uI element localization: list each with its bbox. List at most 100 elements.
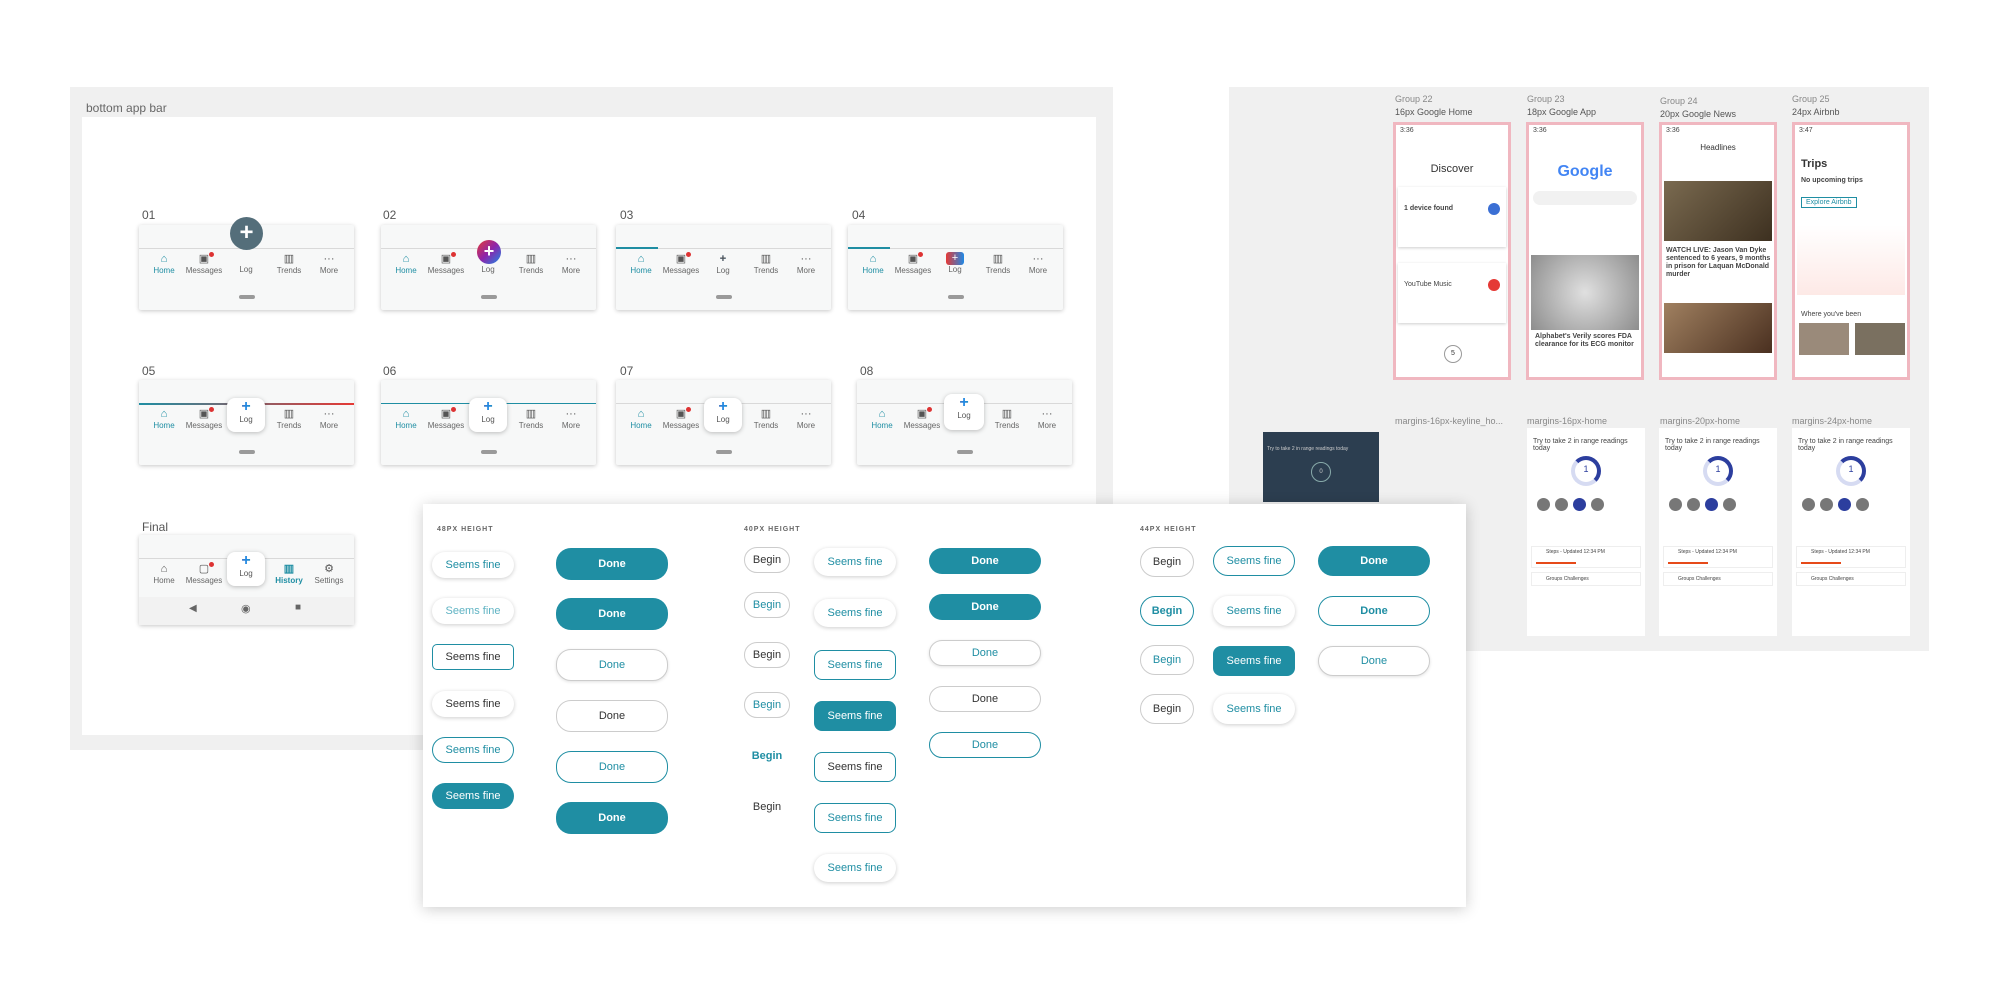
done-button[interactable]: Done [556, 802, 668, 834]
begin-button[interactable]: Begin [1140, 596, 1194, 626]
seems-fine-button[interactable]: Seems fine [432, 598, 514, 624]
nav-more[interactable]: ··· More [1022, 407, 1072, 430]
search-input[interactable] [1533, 191, 1637, 205]
begin-button[interactable]: Begin [744, 547, 790, 573]
nav-messages[interactable]: ▢ Messages [179, 562, 229, 585]
seems-fine-button[interactable]: Seems fine [814, 599, 896, 627]
done-button[interactable]: Done [929, 594, 1041, 620]
seems-fine-button[interactable]: Seems fine [814, 854, 896, 882]
nav-log[interactable]: + Log [930, 252, 980, 274]
nav-home[interactable]: ⌂ Home [381, 407, 431, 430]
nav-home[interactable]: ⌂ Home [381, 252, 431, 275]
seems-fine-button[interactable]: Seems fine [1213, 646, 1295, 676]
seems-fine-button[interactable]: Seems fine [814, 650, 896, 680]
nav-home[interactable]: ⌂ Home [616, 407, 666, 430]
nav-settings[interactable]: ⚙ Settings [304, 562, 354, 585]
nav-more[interactable]: ··· More [781, 252, 831, 275]
nav-more[interactable]: ··· More [304, 252, 354, 275]
begin-button[interactable]: Begin [744, 692, 790, 718]
done-button[interactable]: Done [929, 640, 1041, 666]
done-button[interactable]: Done [556, 598, 668, 630]
nav-home[interactable]: ⌂ Home [139, 252, 189, 275]
begin-button[interactable]: Begin [1140, 694, 1194, 724]
nav-home[interactable]: ⌂ Home [616, 252, 666, 275]
log-button[interactable]: + Log [227, 552, 265, 586]
begin-button[interactable]: Begin [744, 642, 790, 668]
drag-handle[interactable] [480, 450, 497, 454]
drag-handle[interactable] [956, 450, 973, 454]
begin-button[interactable]: Begin [1140, 547, 1194, 577]
seems-fine-button[interactable]: Seems fine [432, 552, 514, 578]
back-icon[interactable]: ◀ [189, 603, 197, 614]
done-button[interactable]: Done [929, 548, 1041, 574]
nav-messages[interactable]: ▣ Messages [421, 252, 471, 275]
nav-messages[interactable]: ▣ Messages [897, 407, 947, 430]
log-button[interactable]: + Log [944, 394, 984, 430]
nav-home[interactable]: ⌂ Home [857, 407, 907, 430]
drag-handle[interactable] [238, 450, 255, 454]
log-button[interactable]: + Log [227, 398, 265, 432]
nav-messages[interactable]: ▣ Messages [179, 407, 229, 430]
seems-fine-button[interactable]: Seems fine [432, 644, 514, 670]
seems-fine-button[interactable]: Seems fine [432, 691, 514, 717]
seems-fine-button[interactable]: Seems fine [814, 752, 896, 782]
recents-icon[interactable]: ■ [295, 602, 302, 613]
nav-log[interactable]: Log [221, 265, 271, 274]
nav-trends[interactable]: ▥ Trends [741, 407, 791, 430]
nav-trends[interactable]: ▥ Trends [264, 407, 314, 430]
explore-airbnb-button[interactable]: Explore Airbnb [1801, 197, 1857, 208]
nav-trends[interactable]: ▥ Trends [506, 252, 556, 275]
log-fab-button[interactable]: + [230, 217, 263, 250]
seems-fine-button[interactable]: Seems fine [1213, 694, 1295, 724]
nav-messages[interactable]: ▣ Messages [888, 252, 938, 275]
begin-button[interactable]: Begin [1140, 645, 1194, 675]
done-button[interactable]: Done [556, 649, 668, 681]
done-button[interactable]: Done [1318, 596, 1430, 626]
nav-home[interactable]: ⌂ Home [848, 252, 898, 275]
nav-more[interactable]: ··· More [1013, 252, 1063, 275]
nav-home[interactable]: ⌂ Home [139, 562, 189, 585]
nav-messages[interactable]: ▣ Messages [656, 407, 706, 430]
nav-trends[interactable]: ▥ Trends [264, 252, 314, 275]
nav-more[interactable]: ··· More [546, 252, 596, 275]
nav-trends[interactable]: ▥ Trends [973, 252, 1023, 275]
home-circle-icon[interactable]: ◉ [241, 603, 251, 615]
seems-fine-button[interactable]: Seems fine [1213, 546, 1295, 576]
nav-trends[interactable]: ▥ Trends [982, 407, 1032, 430]
done-button[interactable]: Done [929, 686, 1041, 712]
nav-messages[interactable]: ▣ Messages [656, 252, 706, 275]
nav-home[interactable]: ⌂ Home [139, 407, 189, 430]
done-button[interactable]: Done [556, 700, 668, 732]
drag-handle[interactable] [947, 295, 964, 299]
log-button[interactable]: + Log [704, 398, 742, 432]
begin-button[interactable]: Begin [744, 592, 790, 618]
begin-button[interactable]: Begin [751, 750, 783, 762]
seems-fine-button[interactable]: Seems fine [1213, 596, 1295, 626]
drag-handle[interactable] [238, 295, 255, 299]
done-button[interactable]: Done [1318, 546, 1430, 576]
nav-log[interactable]: + Log [698, 252, 748, 275]
nav-messages[interactable]: ▣ Messages [421, 407, 471, 430]
nav-more[interactable]: ··· More [304, 407, 354, 430]
done-button[interactable]: Done [556, 751, 668, 783]
drag-handle[interactable] [715, 450, 732, 454]
begin-button[interactable]: Begin [752, 801, 782, 813]
seems-fine-button[interactable]: Seems fine [432, 737, 514, 763]
seems-fine-button[interactable]: Seems fine [814, 803, 896, 833]
nav-trends[interactable]: ▥ Trends [741, 252, 791, 275]
nav-more[interactable]: ··· More [781, 407, 831, 430]
nav-trends[interactable]: ▥ Trends [506, 407, 556, 430]
nav-log[interactable]: Log [463, 265, 513, 274]
nav-history[interactable]: ▥ History [264, 562, 314, 585]
log-button[interactable]: + Log [469, 398, 507, 432]
nav-more[interactable]: ··· More [546, 407, 596, 430]
nav-messages[interactable]: ▣ Messages [179, 252, 229, 275]
done-button[interactable]: Done [1318, 646, 1430, 676]
done-button[interactable]: Done [929, 732, 1041, 758]
done-button[interactable]: Done [556, 548, 668, 580]
seems-fine-button[interactable]: Seems fine [432, 783, 514, 809]
log-fab-button[interactable]: + [477, 240, 501, 264]
seems-fine-button[interactable]: Seems fine [814, 548, 896, 576]
drag-handle[interactable] [715, 295, 732, 299]
drag-handle[interactable] [480, 295, 497, 299]
